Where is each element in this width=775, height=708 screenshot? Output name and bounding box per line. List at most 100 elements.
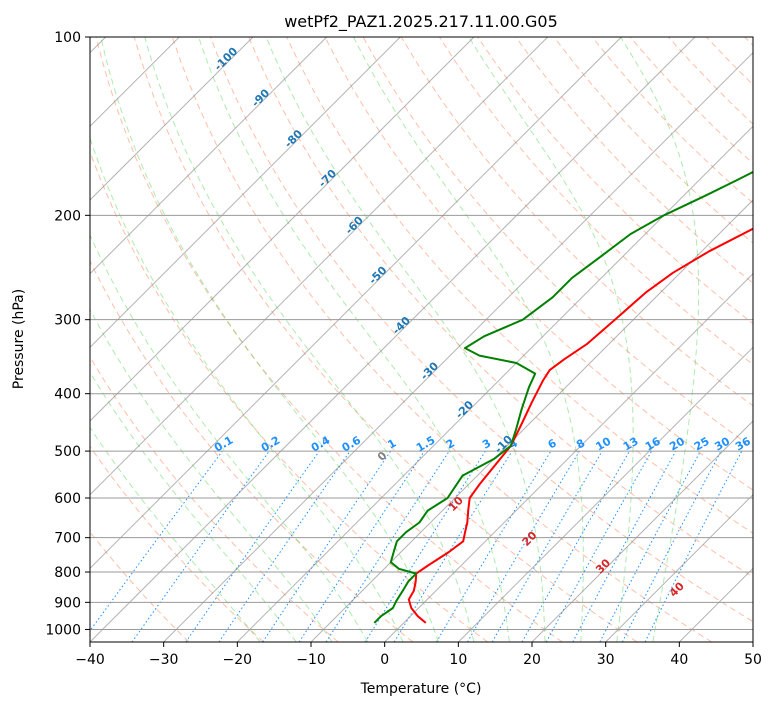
chart-title: wetPf2_PAZ1.2025.217.11.00.G05 — [284, 12, 558, 32]
y-tick-label: 500 — [54, 444, 81, 460]
isotherm-line — [90, 37, 549, 496]
isotherm-line — [310, 199, 753, 642]
moist-adiabat — [90, 371, 297, 642]
mixing-ratio-line — [435, 450, 552, 642]
dry-adiabat — [744, 37, 753, 47]
x-tick-label: 30 — [597, 652, 615, 668]
dry-adiabat — [668, 37, 753, 125]
isotherm-label: -60 — [343, 214, 366, 237]
mixing-ratio-line — [521, 450, 630, 642]
moist-adiabat — [265, 37, 546, 642]
isotherm-label: -40 — [390, 314, 413, 337]
mixing-ratio-label: 6 — [546, 436, 559, 451]
mixing-ratio-line — [572, 450, 677, 642]
moist-adiabat — [90, 308, 333, 642]
dry-adiabat — [515, 37, 753, 284]
mixing-ratio-line — [644, 450, 743, 642]
dry-adiabat — [171, 37, 712, 642]
mixing-ratio-line — [545, 450, 653, 642]
y-tick-label: 700 — [54, 531, 81, 547]
mixing-ratio-line — [298, 450, 425, 642]
x-tick-label: −10 — [296, 652, 326, 668]
dry-adiabats — [90, 37, 753, 642]
dry-adiabat — [90, 150, 488, 642]
dry-adiabat — [90, 531, 190, 642]
isotherm-line — [90, 37, 622, 570]
mixing-ratio-line — [325, 450, 450, 642]
mixing-ratio-label: 2 — [444, 437, 457, 452]
dry-adiabat — [90, 259, 414, 642]
mixing-ratio-line — [90, 450, 223, 632]
x-axis-ticks: −40 −30 −20 −10 0 10 20 30 40 50 — [75, 642, 762, 668]
mixing-ratio-lines — [90, 450, 743, 642]
x-tick-label: 10 — [449, 652, 467, 668]
dry-adiabat — [324, 37, 753, 491]
dewpoint-profile — [373, 170, 753, 624]
isotherm-line — [90, 37, 696, 642]
isotherm-line — [90, 37, 254, 201]
y-axis-label: Pressure (hPa) — [11, 289, 27, 389]
isotherm-line — [236, 125, 753, 642]
moist-adiabat — [620, 37, 700, 642]
wetbulb-label: 30 — [593, 556, 613, 576]
mixing-ratio-line — [599, 450, 701, 642]
moist-adiabat — [90, 233, 369, 642]
dry-adiabat — [591, 37, 753, 204]
moist-adiabat — [90, 426, 261, 642]
mixing-ratio-label: 3 — [480, 437, 493, 452]
sounding-profiles — [373, 170, 753, 624]
mixing-ratio-label: 1 — [385, 437, 398, 452]
y-tick-label: 200 — [54, 208, 81, 224]
x-tick-label: −20 — [223, 652, 253, 668]
x-tick-label: 20 — [523, 652, 541, 668]
isotherm-label: -100 — [212, 44, 241, 73]
dry-adiabat — [553, 37, 753, 244]
isotherm-line — [90, 37, 401, 349]
dry-adiabat — [706, 37, 753, 86]
dry-adiabat — [90, 445, 264, 642]
y-tick-label: 400 — [54, 387, 81, 403]
isotherm-label: -20 — [453, 398, 476, 421]
dry-adiabat — [90, 356, 339, 642]
moist-adiabat — [353, 37, 584, 642]
moist-adiabat — [100, 37, 439, 642]
isotherm-line — [531, 420, 753, 642]
isotherm-line — [457, 346, 753, 642]
mixing-ratio-line — [393, 450, 513, 642]
temperature-profile — [407, 227, 753, 624]
x-tick-label: 40 — [670, 652, 688, 668]
x-tick-label: −30 — [149, 652, 179, 668]
mixing-ratio-line — [218, 450, 351, 642]
moist-adiabat — [90, 136, 404, 642]
isotherm-label: -80 — [282, 127, 305, 150]
moist-adiabat — [144, 37, 475, 642]
isotherm-line — [678, 567, 753, 642]
dry-adiabat — [286, 37, 753, 534]
isotherm-line — [384, 272, 753, 642]
dry-adiabat — [210, 37, 753, 623]
y-tick-label: 1000 — [45, 622, 81, 638]
mixing-ratio-line — [364, 450, 486, 642]
isotherm-line — [605, 493, 753, 642]
isotherm-line — [90, 37, 328, 275]
x-axis-label: Temperature (°C) — [360, 681, 482, 697]
y-tick-label: 600 — [54, 491, 81, 507]
moist-adiabats — [90, 37, 700, 642]
isotherm-label: -70 — [316, 167, 339, 190]
dry-adiabat — [133, 37, 638, 642]
y-tick-label: 300 — [54, 313, 81, 329]
isotherm-line — [90, 37, 475, 422]
y-axis-ticks: 100 200 300 400 500 600 700 800 900 1000 — [45, 30, 90, 638]
dry-adiabat — [95, 37, 563, 642]
x-tick-label: 50 — [744, 652, 762, 668]
isotherm-label: -50 — [366, 264, 389, 287]
y-tick-label: 100 — [54, 30, 81, 46]
wetbulb-label: 20 — [520, 529, 540, 549]
mixing-ratio-line — [185, 450, 320, 642]
mixing-ratio-line — [131, 450, 270, 642]
y-tick-label: 900 — [54, 595, 81, 611]
y-tick-label: 800 — [54, 565, 81, 581]
moist-adiabat — [468, 37, 634, 642]
isobar-grid — [90, 37, 753, 630]
